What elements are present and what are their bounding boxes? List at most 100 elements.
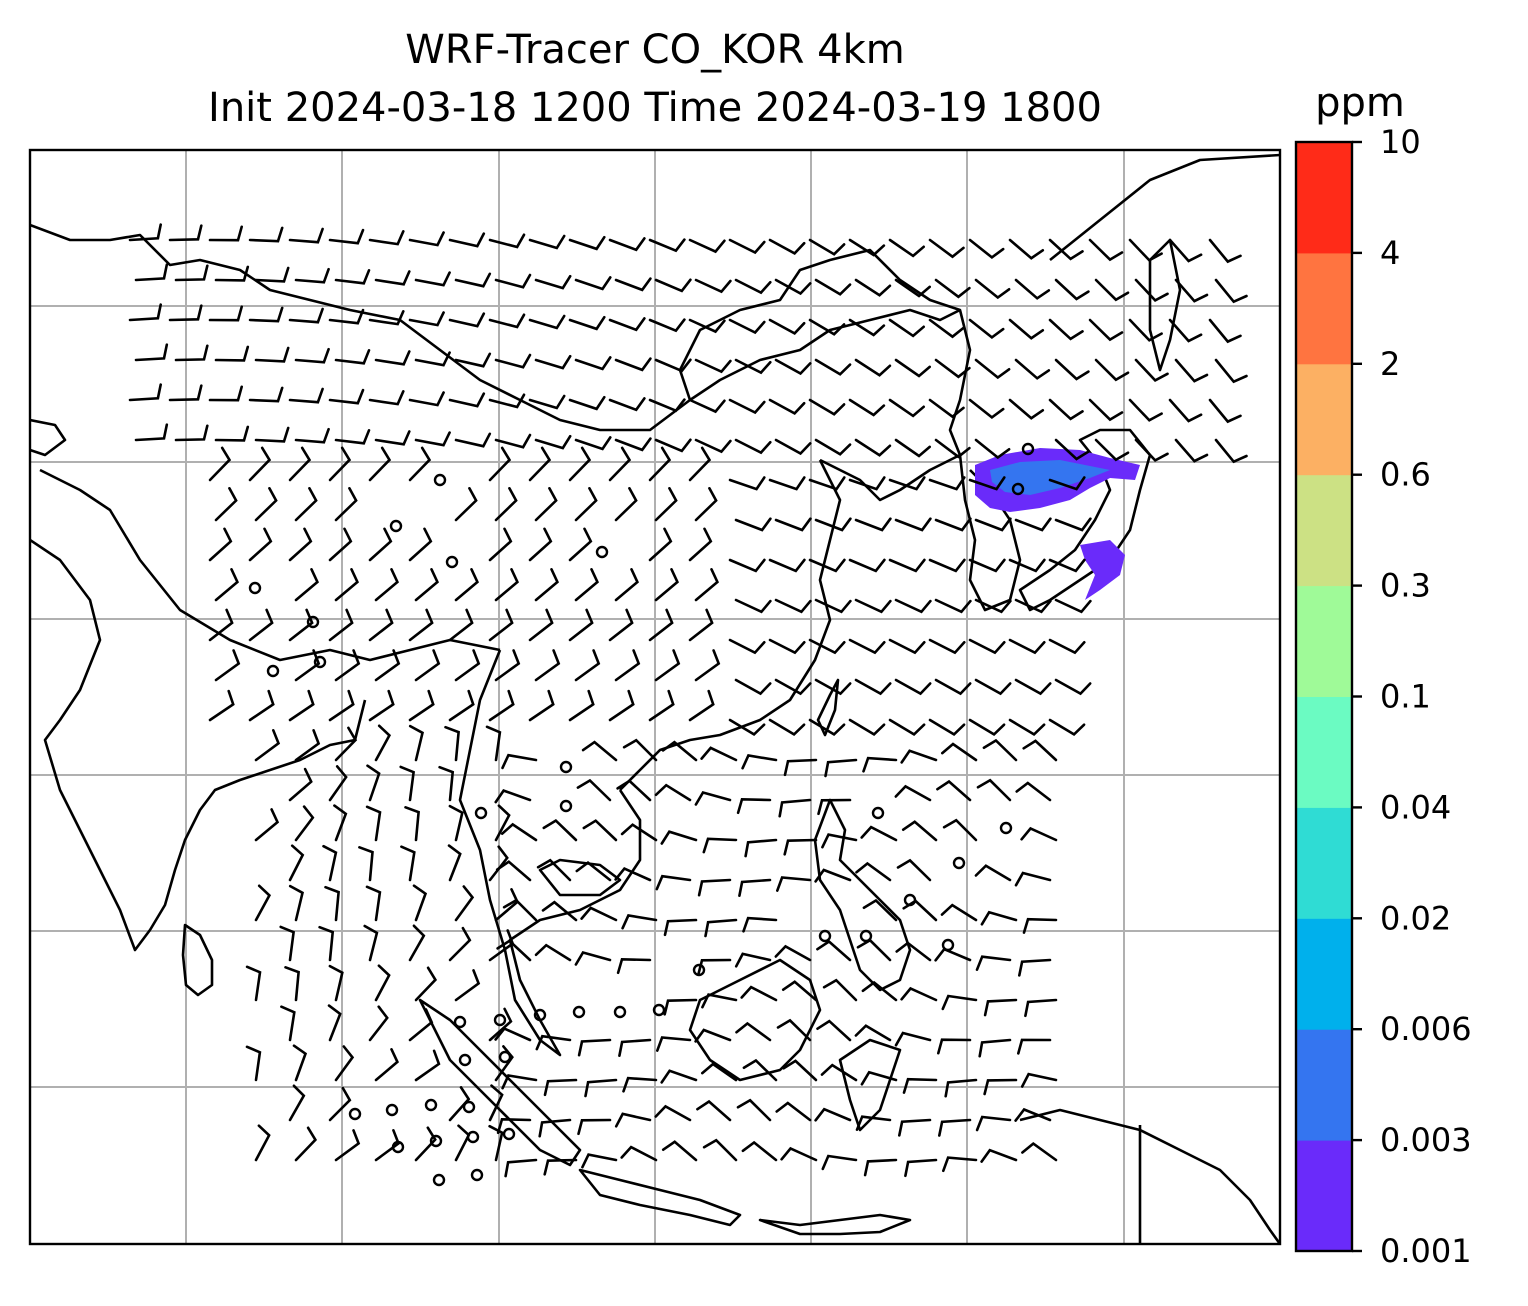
wind-barb	[254, 346, 290, 363]
colorbar-tick-label: 0.3	[1380, 567, 1431, 605]
wind-barb	[568, 315, 606, 331]
wind-barb	[328, 964, 344, 1002]
wind-barb	[1128, 318, 1163, 342]
calm-circle	[313, 655, 327, 669]
wind-barb	[248, 689, 275, 722]
wind-barb	[368, 1005, 389, 1042]
wind-barb	[584, 1078, 618, 1098]
wind-barb	[894, 678, 932, 696]
wind-barb	[1054, 278, 1090, 301]
wind-barb	[1214, 438, 1248, 464]
wind-barb	[817, 798, 852, 816]
wind-barb	[728, 398, 766, 415]
wind-barb	[701, 993, 738, 1009]
wind-barb	[168, 304, 203, 322]
wind-barb	[744, 838, 778, 858]
wind-barb	[488, 233, 526, 249]
wind-barb	[494, 433, 532, 449]
wind-barb	[328, 228, 365, 245]
wind-barb	[528, 394, 566, 410]
colorbar-segment	[1296, 918, 1352, 1030]
wind-barb	[848, 476, 886, 491]
wind-barb	[328, 1086, 352, 1122]
coastline-new-guinea	[1019, 1108, 1280, 1244]
wind-barb	[318, 925, 335, 962]
wind-barb	[654, 487, 678, 522]
wind-barb	[294, 427, 330, 444]
wind-barb	[574, 649, 601, 682]
wind-barb	[288, 446, 312, 482]
wind-barb	[974, 517, 1012, 532]
wind-barb	[248, 386, 284, 403]
wind-barb	[928, 238, 965, 259]
calm-circle	[859, 929, 873, 943]
wind-barb	[814, 438, 852, 456]
wind-barb	[358, 846, 374, 882]
wind-barb	[1134, 358, 1169, 383]
wind-barb	[663, 918, 698, 937]
wind-barb	[894, 598, 932, 614]
wind-barb	[861, 980, 898, 1002]
wind-barb	[848, 718, 886, 737]
colorbar-tick-label: 0.04	[1380, 788, 1451, 826]
wind-barb	[928, 398, 965, 419]
wind-barb	[248, 608, 274, 642]
wind-barb	[1008, 718, 1046, 737]
calm-circle	[348, 1107, 362, 1121]
wind-barb	[862, 898, 898, 922]
wind-barb	[736, 1098, 772, 1122]
wind-barb	[288, 689, 315, 722]
wind-barb	[654, 1104, 692, 1122]
wind-barb	[728, 476, 766, 491]
wind-barb	[735, 1021, 772, 1042]
calm-circle	[952, 856, 966, 870]
wind-barb	[974, 278, 1011, 300]
wind-barb	[854, 358, 892, 377]
wind-barb	[214, 265, 250, 282]
wind-barb	[574, 487, 598, 522]
wind-barb	[254, 808, 280, 842]
wind-barb	[534, 434, 572, 450]
wind-barb	[855, 1115, 892, 1131]
wind-barb	[848, 238, 886, 257]
calm-circle	[453, 1015, 467, 1029]
calm-circle	[1021, 442, 1035, 456]
wind-barb	[328, 689, 355, 722]
wind-barb	[648, 608, 674, 642]
wind-barb	[1054, 678, 1092, 696]
coastline-srilanka	[181, 923, 214, 997]
wind-barb	[768, 398, 806, 416]
calm-circle	[429, 1134, 443, 1148]
wind-barb	[895, 941, 932, 962]
wind-barb	[574, 356, 612, 371]
wind-barb	[288, 227, 324, 244]
calm-circle	[470, 1168, 484, 1182]
wind-barb	[328, 527, 353, 562]
wind-barb	[888, 638, 926, 655]
wind-barb	[814, 868, 852, 883]
calm-circle	[871, 806, 885, 820]
wind-barb	[1128, 238, 1163, 262]
wind-barb	[495, 860, 532, 882]
calm-circle	[903, 893, 917, 907]
wind-barb	[254, 426, 290, 443]
wind-barb	[860, 825, 898, 842]
wind-barb	[488, 689, 515, 722]
wind-barb	[580, 906, 618, 922]
wind-barb	[574, 568, 599, 602]
wind-barb	[292, 1044, 308, 1082]
wind-barb	[414, 1126, 437, 1162]
wind-barb	[702, 1138, 738, 1162]
wind-barb	[1094, 278, 1130, 302]
wind-barb	[862, 756, 898, 773]
wind-barb	[694, 358, 732, 374]
wind-barb	[655, 874, 692, 891]
colorbar-tick-label: 10	[1380, 123, 1421, 161]
wind-barb	[934, 947, 972, 962]
wind-barb	[288, 307, 324, 324]
wind-barb	[174, 344, 209, 362]
wind-barb	[1021, 1141, 1058, 1162]
wind-barb	[814, 358, 852, 376]
wind-barb	[1168, 318, 1203, 343]
wind-barb	[816, 1019, 852, 1042]
